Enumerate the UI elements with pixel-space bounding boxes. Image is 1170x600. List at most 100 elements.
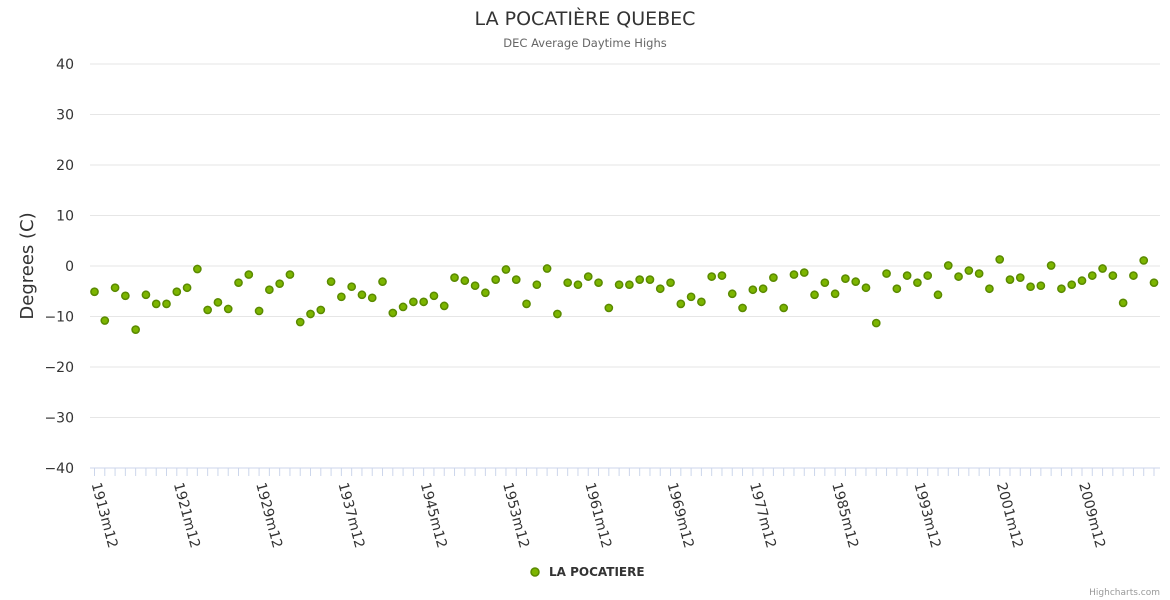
data-point[interactable] — [172, 287, 182, 297]
data-point[interactable] — [306, 309, 315, 319]
data-point[interactable] — [594, 278, 603, 288]
data-point[interactable] — [1026, 282, 1035, 292]
data-point[interactable] — [645, 275, 655, 284]
data-point[interactable] — [532, 280, 542, 290]
data-point[interactable] — [748, 285, 758, 295]
data-point[interactable] — [110, 283, 120, 293]
data-point[interactable] — [254, 306, 264, 316]
data-point[interactable] — [871, 318, 881, 328]
data-point[interactable] — [553, 309, 562, 319]
data-point[interactable] — [738, 303, 747, 313]
data-point[interactable] — [769, 273, 778, 282]
data-point[interactable] — [213, 298, 223, 307]
data-point[interactable] — [193, 264, 202, 274]
data-point[interactable] — [491, 275, 501, 284]
data-point[interactable] — [357, 290, 367, 300]
data-point[interactable] — [1005, 275, 1015, 284]
data-point[interactable] — [1139, 256, 1149, 265]
data-point[interactable] — [121, 291, 130, 301]
data-point[interactable] — [470, 281, 480, 291]
data-point[interactable] — [337, 292, 346, 302]
data-point[interactable] — [573, 280, 583, 290]
data-point[interactable] — [162, 299, 171, 309]
data-point[interactable] — [1118, 298, 1128, 308]
data-point[interactable] — [100, 316, 110, 325]
data-point[interactable] — [964, 266, 974, 275]
data-point[interactable] — [954, 272, 963, 281]
series-la-pocatiere[interactable] — [90, 255, 1159, 334]
data-point[interactable] — [707, 272, 717, 281]
data-point[interactable] — [439, 301, 449, 311]
data-point[interactable] — [265, 285, 274, 295]
legend-item-la-pocatiere[interactable]: LA POCATIERE — [530, 565, 645, 579]
data-point[interactable] — [378, 277, 387, 287]
data-point[interactable] — [923, 271, 933, 280]
data-point[interactable] — [995, 255, 1005, 264]
data-point[interactable] — [902, 271, 912, 280]
data-point[interactable] — [697, 297, 706, 307]
data-point[interactable] — [285, 270, 295, 279]
data-point[interactable] — [789, 270, 799, 279]
data-point[interactable] — [409, 297, 418, 307]
credits-link[interactable]: Highcharts.com — [1089, 588, 1160, 598]
data-point[interactable] — [388, 308, 398, 318]
data-point[interactable] — [635, 275, 645, 284]
data-point[interactable] — [275, 279, 285, 289]
data-point[interactable] — [131, 325, 140, 334]
data-point[interactable] — [820, 278, 830, 288]
data-point[interactable] — [861, 283, 871, 293]
data-point[interactable] — [244, 270, 254, 279]
data-point[interactable] — [1067, 280, 1077, 290]
data-point[interactable] — [223, 304, 233, 314]
data-point[interactable] — [1057, 284, 1066, 294]
data-point[interactable] — [933, 290, 943, 300]
data-point[interactable] — [450, 273, 459, 282]
data-point[interactable] — [429, 291, 439, 301]
data-point[interactable] — [1015, 273, 1025, 282]
data-point[interactable] — [1087, 271, 1097, 280]
data-point[interactable] — [686, 292, 696, 302]
data-point[interactable] — [398, 302, 408, 312]
data-point[interactable] — [913, 278, 922, 288]
data-point[interactable] — [779, 303, 789, 313]
data-point[interactable] — [841, 274, 850, 283]
data-point[interactable] — [542, 264, 552, 273]
data-point[interactable] — [830, 289, 840, 299]
data-point[interactable] — [799, 268, 809, 277]
data-point[interactable] — [810, 290, 819, 300]
data-point[interactable] — [943, 261, 953, 270]
data-point[interactable] — [717, 271, 727, 280]
data-point[interactable] — [522, 299, 531, 309]
data-point[interactable] — [985, 284, 994, 294]
data-point[interactable] — [295, 317, 305, 327]
data-point[interactable] — [851, 277, 861, 287]
data-point[interactable] — [460, 276, 470, 285]
data-point[interactable] — [1108, 271, 1118, 280]
data-point[interactable] — [1036, 281, 1046, 291]
data-point[interactable] — [1046, 261, 1056, 270]
data-point[interactable] — [583, 272, 593, 281]
data-point[interactable] — [676, 299, 686, 309]
data-point[interactable] — [1098, 264, 1107, 273]
data-point[interactable] — [614, 280, 624, 290]
data-point[interactable] — [501, 265, 511, 274]
data-point[interactable] — [151, 299, 161, 309]
data-point[interactable] — [563, 278, 573, 288]
data-point[interactable] — [367, 293, 377, 303]
data-point[interactable] — [182, 283, 192, 293]
data-point[interactable] — [604, 303, 614, 313]
data-point[interactable] — [203, 305, 213, 315]
data-point[interactable] — [90, 287, 99, 297]
data-point[interactable] — [655, 284, 665, 294]
data-point[interactable] — [882, 269, 891, 278]
data-point[interactable] — [974, 269, 984, 278]
data-point[interactable] — [758, 284, 768, 294]
data-point[interactable] — [727, 289, 737, 299]
data-point[interactable] — [511, 275, 521, 284]
data-point[interactable] — [1129, 271, 1138, 280]
data-point[interactable] — [1149, 278, 1159, 288]
data-point[interactable] — [234, 278, 243, 288]
data-point[interactable] — [625, 280, 634, 290]
data-point[interactable] — [316, 305, 326, 315]
data-point[interactable] — [666, 278, 675, 288]
